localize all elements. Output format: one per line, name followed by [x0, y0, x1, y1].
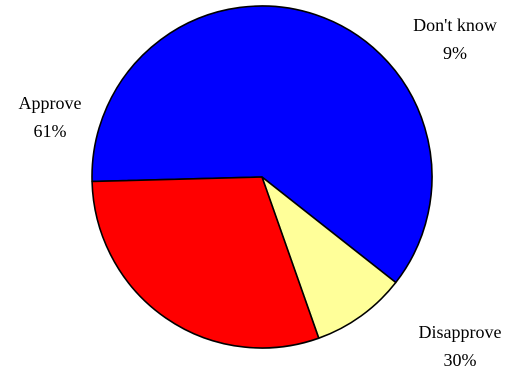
label-dontknow-value: 9%: [443, 43, 467, 63]
label-dontknow-name: Don't know: [413, 15, 497, 35]
label-disapprove-value: 30%: [444, 350, 477, 370]
pie-slice-don-t-know: [261, 176, 397, 339]
label-disapprove-name: Disapprove: [419, 322, 502, 342]
label-approve-name: Approve: [19, 93, 82, 113]
pie-slice-disapprove: [91, 176, 320, 349]
pie-slices: [91, 5, 433, 349]
label-approve-value: 61%: [34, 121, 67, 141]
pie-slice-approve: [91, 5, 433, 284]
